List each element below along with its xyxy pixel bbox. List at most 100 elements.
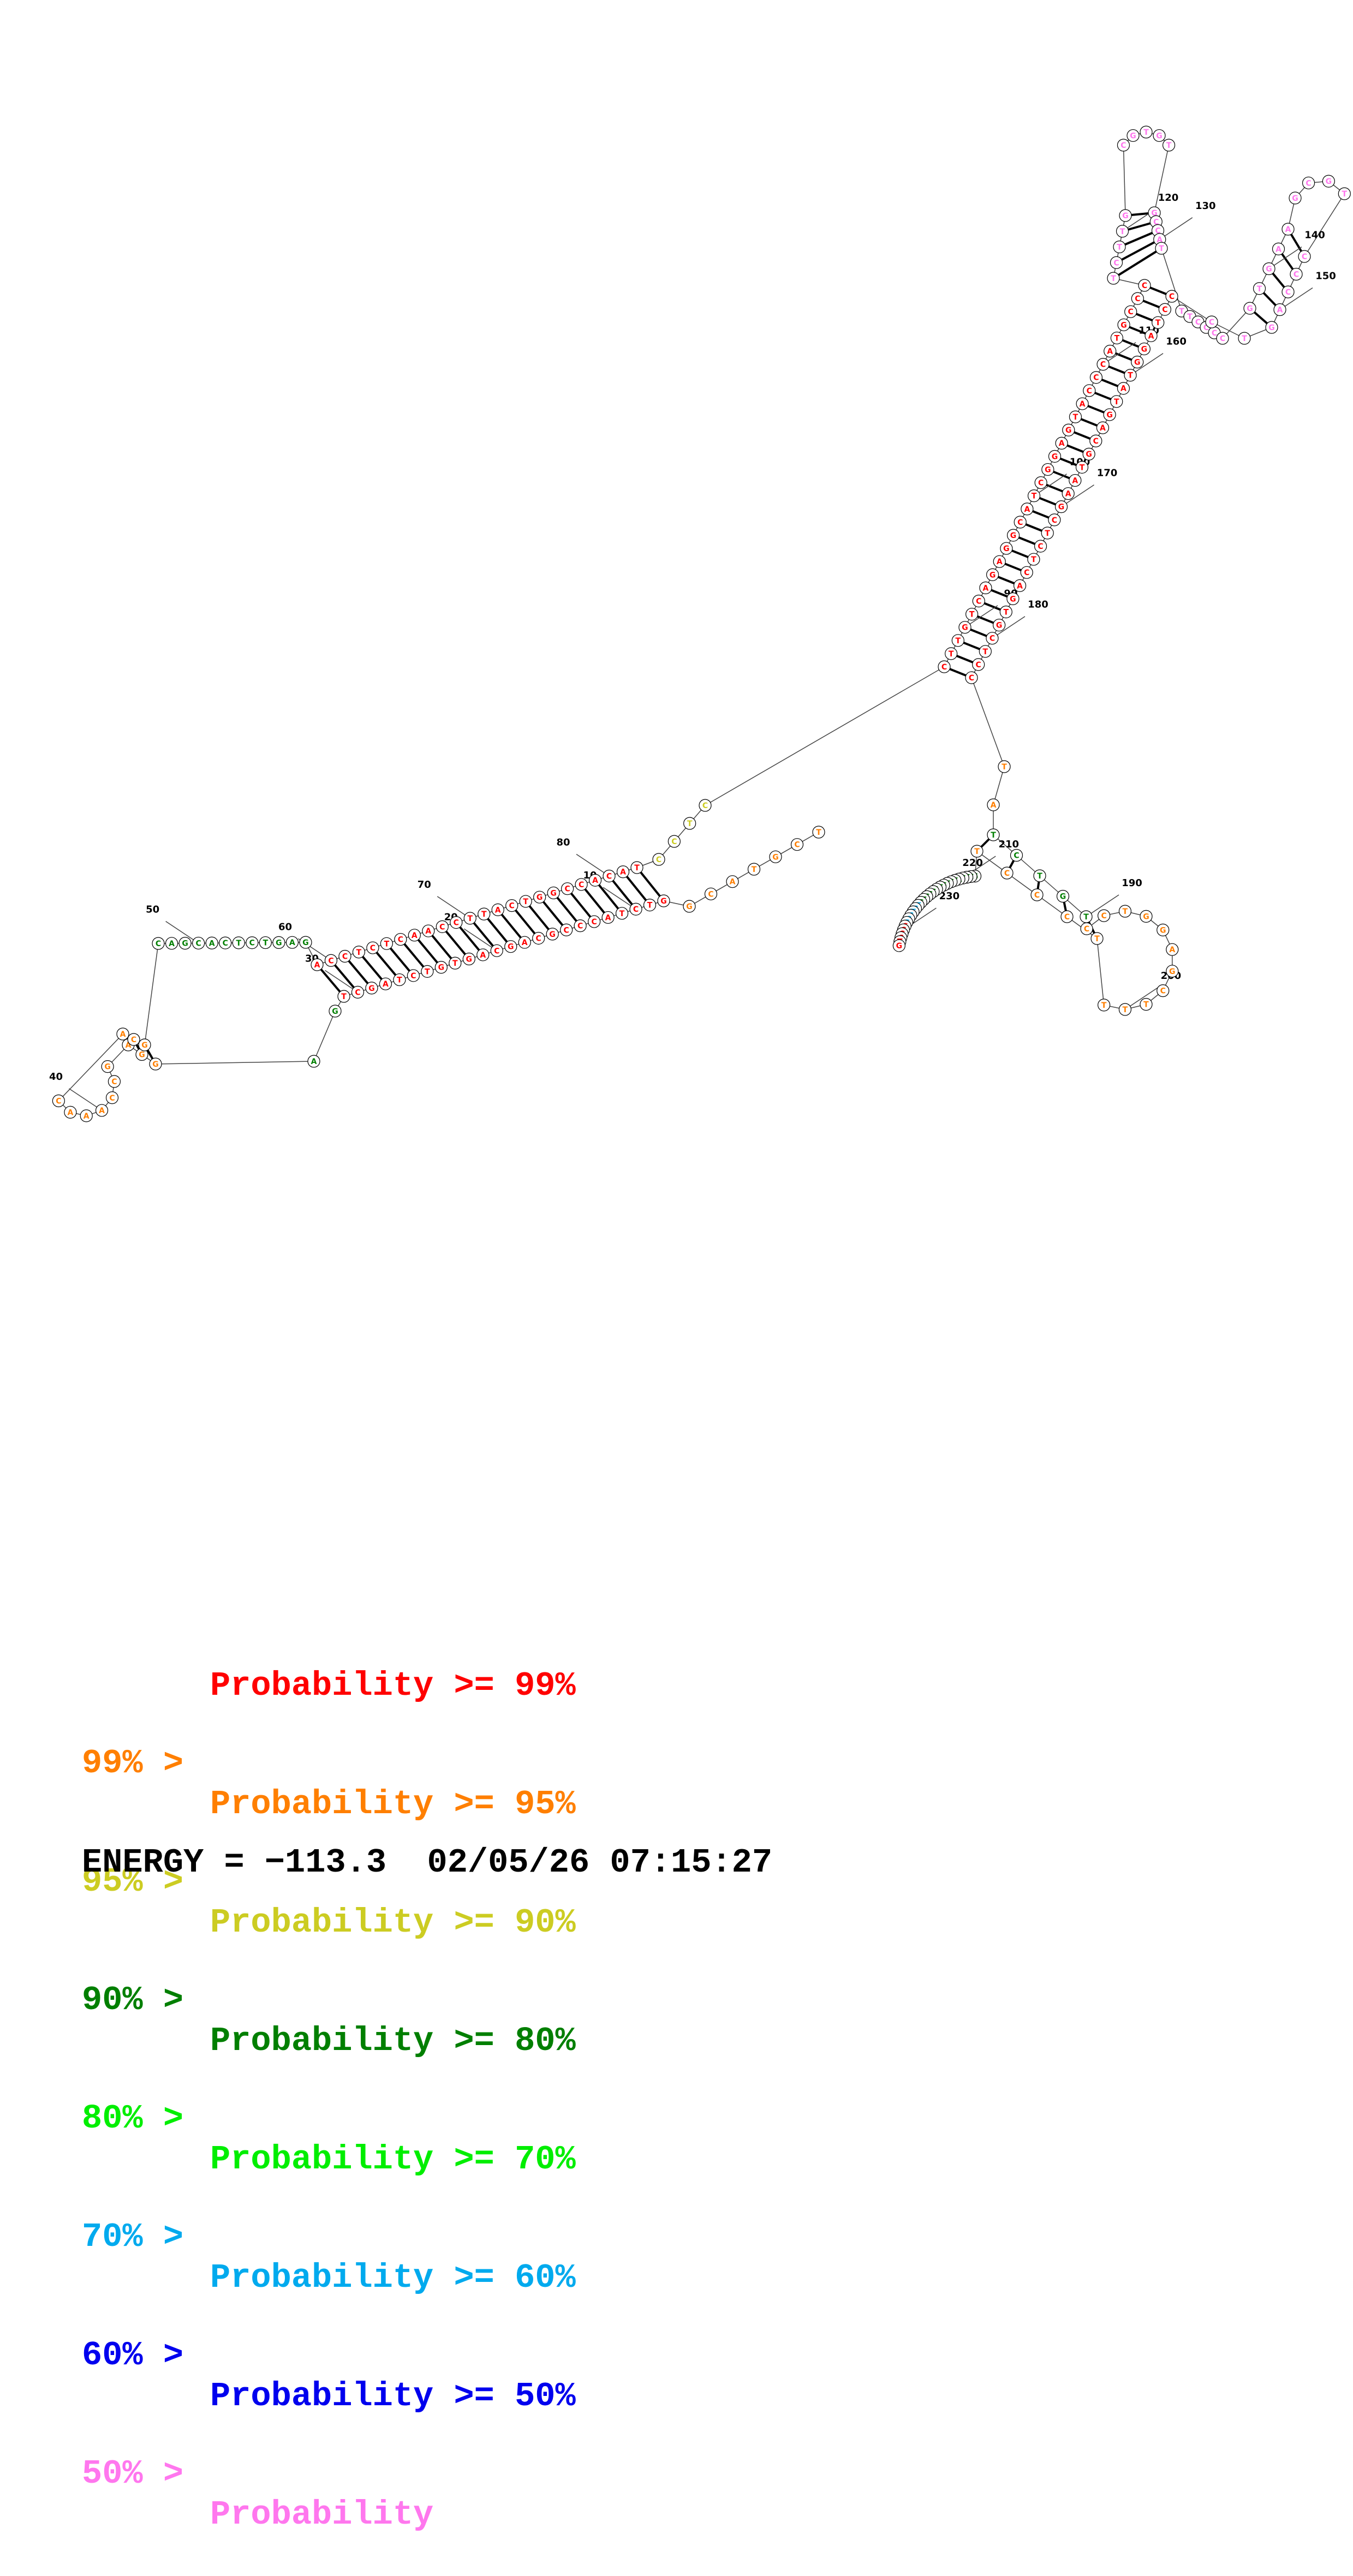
svg-text:C: C (1162, 306, 1167, 314)
svg-text:G: G (1160, 926, 1166, 935)
svg-text:A: A (289, 939, 295, 947)
nucleotide: G (300, 936, 312, 948)
nucleotide: C (575, 878, 587, 890)
svg-text:C: C (591, 918, 597, 927)
svg-text:G: G (1134, 358, 1141, 367)
backbone-segment (705, 667, 944, 805)
nucleotide: C (436, 921, 448, 933)
backbone-segment (314, 1011, 335, 1061)
nucleotide: C (562, 883, 574, 895)
nucleotide: G (1244, 302, 1256, 314)
nucleotide: G (1322, 175, 1334, 187)
nucleotide: G (1157, 924, 1169, 936)
legend-label: Probability >= 90% (210, 1902, 576, 1943)
svg-text:G: G (1010, 595, 1016, 603)
svg-text:C: C (342, 953, 348, 961)
base-pair-bond (623, 872, 650, 905)
svg-text:A: A (1107, 348, 1113, 356)
nucleotide: G (1166, 965, 1178, 977)
nucleotide: G (658, 895, 670, 907)
nucleotide: T (987, 829, 999, 841)
svg-text:G: G (996, 621, 1003, 630)
nucleotide: A (987, 799, 999, 811)
nucleotide: G (1007, 593, 1019, 605)
nucleotide: T (1238, 332, 1250, 344)
legend-prefix: 90% > (82, 1980, 183, 2021)
svg-text:C: C (223, 939, 228, 948)
nucleotide: G (505, 941, 517, 953)
svg-text:T: T (467, 915, 473, 923)
base-pair-bond (637, 868, 664, 901)
nucleotide: G (366, 982, 378, 994)
svg-text:T: T (384, 940, 390, 948)
svg-text:T: T (1166, 141, 1172, 150)
backbone-segment (1304, 194, 1344, 256)
nucleotide: A (1062, 488, 1074, 500)
nucleotide: A (492, 904, 504, 916)
svg-text:C: C (410, 972, 416, 981)
nucleotide: G (1008, 529, 1020, 541)
svg-text:A: A (1080, 400, 1086, 409)
nucleotide: C (986, 632, 998, 644)
svg-text:C: C (454, 919, 459, 928)
svg-text:A: A (120, 1030, 126, 1039)
svg-text:C: C (1100, 361, 1106, 369)
nucleotide: G (547, 887, 559, 899)
nucleotide: C (1117, 139, 1129, 151)
svg-text:T: T (1159, 244, 1164, 253)
nucleotide: A (308, 1055, 320, 1067)
svg-text:C: C (1101, 912, 1106, 921)
svg-text:T: T (1045, 529, 1050, 538)
nucleotide: C (1061, 911, 1073, 923)
svg-text:G: G (1130, 132, 1136, 140)
svg-text:T: T (1031, 555, 1036, 564)
svg-text:G: G (508, 943, 514, 952)
svg-text:A: A (84, 1112, 90, 1121)
svg-text:G: G (1060, 893, 1066, 901)
nucleotide: T (1069, 411, 1081, 423)
position-label: 70 (418, 879, 431, 890)
svg-text:T: T (425, 967, 430, 976)
nucleotide: C (1206, 316, 1218, 328)
position-label: 130 (1195, 200, 1216, 212)
svg-text:C: C (1052, 516, 1057, 525)
nucleotide: T (684, 817, 696, 829)
nucleotide: A (1282, 223, 1294, 235)
svg-text:C: C (671, 838, 677, 846)
nucleotide: A (96, 1104, 108, 1116)
nucleotide: A (726, 876, 738, 888)
legend-row-p70: 80% > Probability >= 70% (82, 2057, 163, 2098)
nucleotide: C (506, 900, 518, 912)
nucleotide: G (683, 900, 695, 912)
nucleotide: C (246, 937, 258, 949)
nucleotide: C (106, 1092, 118, 1104)
svg-text:T: T (1094, 935, 1100, 943)
nucleotide: C (973, 595, 985, 607)
nucleotide: C (1111, 256, 1123, 268)
nucleotide: C (630, 903, 642, 915)
svg-text:C: C (606, 872, 612, 881)
nucleotide: T (259, 937, 271, 949)
svg-text:G: G (537, 893, 543, 902)
legend-row-p50: 60% > Probability >= 50% (82, 2294, 163, 2335)
nucleotide: T (353, 946, 365, 958)
svg-text:T: T (1143, 1001, 1149, 1009)
nucleotide: A (617, 866, 629, 878)
nucleotide: G (1104, 409, 1116, 421)
svg-text:T: T (816, 828, 821, 837)
svg-text:A: A (730, 878, 736, 887)
svg-text:C: C (579, 881, 584, 889)
nucleotide: A (1145, 330, 1157, 342)
nucleotide: A (1056, 437, 1068, 449)
nucleotide: T (979, 646, 991, 658)
svg-text:T: T (341, 993, 347, 1001)
nucleotide: C (152, 937, 164, 949)
svg-text:T: T (969, 611, 975, 619)
svg-text:A: A (1072, 476, 1078, 485)
svg-text:A: A (311, 1057, 317, 1066)
nucleotide: G (959, 621, 971, 633)
nucleotide: T (1111, 332, 1123, 344)
svg-text:C: C (976, 597, 981, 606)
nucleotide: C (1090, 435, 1102, 447)
svg-text:C: C (1160, 987, 1166, 996)
